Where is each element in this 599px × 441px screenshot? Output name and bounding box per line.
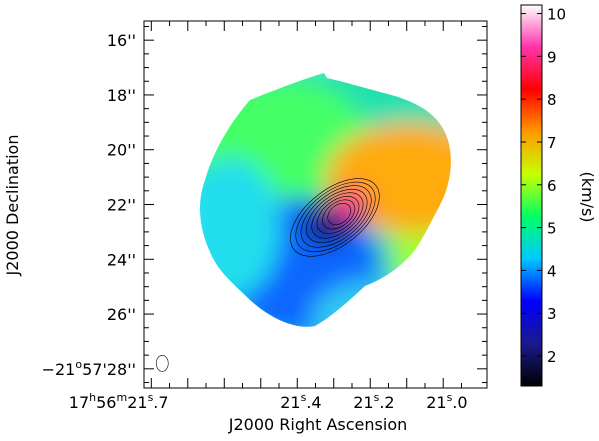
- x-tick-label: 17h56m21s.7: [69, 391, 169, 412]
- contour-level: [290, 178, 380, 257]
- left-region: [199, 158, 282, 299]
- y-axis-ticks: [144, 25, 487, 384]
- velocity-field: [199, 73, 451, 327]
- lower-region: [311, 278, 451, 327]
- contour-level: [306, 188, 368, 243]
- colorbar-tick-label: 10: [547, 6, 566, 24]
- beam-ellipse: [155, 355, 169, 372]
- x-tick-label: 21s.0: [426, 391, 467, 412]
- colorbar-tick-label: 4: [547, 262, 557, 280]
- contour-level: [311, 192, 364, 239]
- contour-level: [327, 203, 352, 225]
- x-axis-ticks: [150, 21, 462, 388]
- colorbar-tick-label: 6: [547, 177, 557, 195]
- colorbar-tick-label: 2: [547, 348, 557, 366]
- colorbar-tick-label: 3: [547, 305, 557, 323]
- y-tick-label: 22'': [107, 196, 136, 215]
- blueshifted-peak: [302, 208, 351, 245]
- x-axis-tick-labels: 17h56m21s.7 21s.4 21s.2 21s.0: [69, 391, 468, 412]
- y-tick-label: 18'': [107, 86, 136, 105]
- contour-level: [295, 181, 376, 253]
- colorbar: [521, 5, 542, 386]
- colorbar-tick-label: 9: [547, 48, 557, 66]
- colorbar-tick-label: 5: [547, 220, 557, 238]
- y-axis-label: J2000 Declination: [3, 135, 22, 277]
- y-tick-label: 16'': [107, 31, 136, 50]
- y-tick-label: −21o57'28'': [42, 358, 136, 379]
- colorbar-frame: [520, 4, 543, 387]
- x-tick-label: 21s.2: [353, 391, 394, 412]
- contour-level: [316, 195, 360, 234]
- colorbar-label: (km/s): [578, 171, 597, 222]
- y-tick-label: 26'': [107, 305, 136, 324]
- colorbar-tick-label: 7: [547, 134, 557, 152]
- x-tick-label: 21s.4: [280, 391, 321, 412]
- intensity-contours: [290, 178, 380, 257]
- y-tick-label: 24'': [107, 250, 136, 269]
- colorbar-ticks: 2 3 4 5 6 7 8 9 10: [521, 6, 566, 366]
- colorbar-tick-label: 8: [547, 91, 557, 109]
- x-axis-label: J2000 Right Ascension: [228, 415, 408, 434]
- y-tick-label: 20'': [107, 141, 136, 160]
- contour-level: [300, 185, 372, 248]
- contour-level: [322, 199, 356, 230]
- y-axis-tick-labels: 16'' 18'' 20'' 22'' 24'' 26'' −21o57'28'': [42, 31, 136, 379]
- velocity-map: [155, 73, 451, 372]
